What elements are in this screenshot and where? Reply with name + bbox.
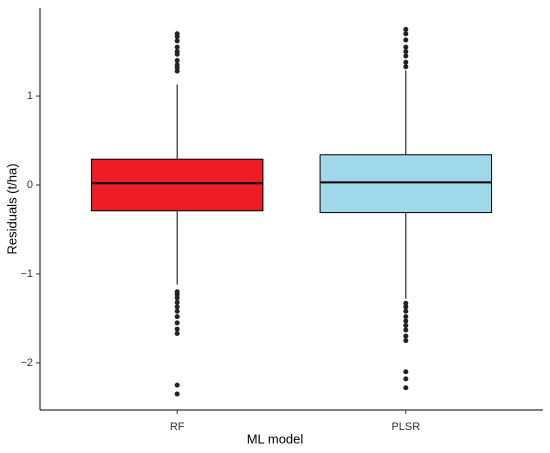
outlier — [403, 44, 409, 50]
outlier — [403, 53, 409, 59]
outlier — [403, 300, 409, 306]
y-tick-label: −1 — [20, 268, 33, 280]
outlier — [174, 331, 180, 337]
outlier — [403, 385, 409, 391]
outlier — [174, 65, 180, 71]
y-axis-title: Residuals (t/ha) — [4, 163, 19, 254]
y-tick-label: 0 — [27, 179, 33, 191]
outlier — [403, 327, 409, 333]
outlier — [174, 382, 180, 388]
outlier — [174, 44, 180, 50]
outlier — [403, 31, 409, 37]
outlier — [174, 320, 180, 326]
box — [90, 158, 264, 212]
x-tick-label: RF — [170, 421, 185, 433]
outlier — [174, 299, 180, 305]
y-tick-label: 1 — [27, 90, 33, 102]
outlier — [174, 33, 180, 39]
outlier — [174, 68, 180, 74]
outlier — [174, 314, 180, 320]
outlier — [403, 64, 409, 70]
outlier — [174, 291, 180, 297]
outlier — [403, 323, 409, 329]
outlier — [403, 369, 409, 375]
outlier — [403, 59, 409, 65]
outlier — [403, 308, 409, 314]
x-axis-title: ML model — [247, 431, 304, 446]
outlier — [403, 376, 409, 382]
outlier — [403, 333, 409, 339]
outlier — [403, 304, 409, 310]
outlier — [174, 308, 180, 314]
outlier — [403, 49, 409, 55]
outlier — [174, 304, 180, 310]
y-tick-label: −2 — [20, 357, 33, 369]
outlier — [174, 295, 180, 301]
outlier — [403, 26, 409, 32]
outlier — [403, 338, 409, 344]
outlier — [174, 51, 180, 57]
outlier — [174, 326, 180, 332]
x-tick-label: PLSR — [391, 421, 420, 433]
outlier — [174, 57, 180, 63]
outlier — [174, 38, 180, 44]
outlier — [174, 391, 180, 397]
outlier — [403, 318, 409, 324]
outlier — [403, 314, 409, 320]
box — [319, 154, 493, 214]
outlier — [403, 37, 409, 43]
